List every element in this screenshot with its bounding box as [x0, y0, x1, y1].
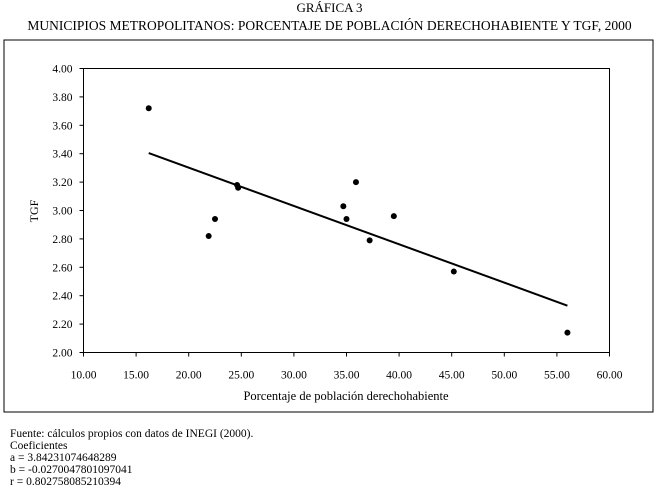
data-point	[366, 237, 373, 244]
y-tick-label: 2.40	[52, 291, 72, 303]
chart-outer-border	[3, 39, 654, 413]
x-axis-ticks: 10.00 15.00 20.00 25.00 30.00 35.00 40.00 45.00…	[71, 352, 623, 382]
x-tick-label: 15.00	[123, 370, 149, 382]
y-axis-label: TGF	[27, 199, 41, 222]
chart-area: 10.00 15.00 20.00 25.00 30.00 35.00 40.00 45.00…	[3, 39, 654, 413]
data-point	[145, 105, 152, 112]
coefficient-a: a = 3.84231074648289	[10, 452, 117, 464]
y-axis-ticks: 2.00 2.20 2.40 2.60 2.80 3.00 3.20 3.40 3.60 3.80…	[52, 64, 84, 360]
data-point	[390, 213, 397, 220]
y-tick-label: 2.60	[52, 262, 72, 274]
data-point	[450, 268, 457, 275]
x-tick-label: 45.00	[439, 370, 465, 382]
y-tick-label: 3.20	[52, 177, 72, 189]
coefficient-r: r = 0.802758085210394	[10, 476, 121, 488]
y-tick-label: 3.80	[52, 92, 72, 104]
chart-title: MUNICIPIOS METROPOLITANOS: PORCENTAJE DE…	[27, 18, 632, 33]
y-tick-label: 3.40	[52, 149, 72, 161]
x-tick-label: 40.00	[386, 370, 412, 382]
data-point	[205, 233, 212, 240]
data-point	[235, 184, 242, 191]
data-point	[564, 329, 571, 336]
coefficients-heading: Coeficientes	[10, 440, 68, 452]
chart-label: GRÁFICA 3	[296, 0, 363, 15]
data-points	[145, 105, 571, 336]
source-text: Fuente: cálculos propios con datos de IN…	[10, 428, 254, 440]
data-point	[340, 203, 347, 210]
source-notes: Fuente: cálculos propios con datos de IN…	[10, 428, 253, 488]
x-tick-label: 30.00	[281, 370, 307, 382]
y-tick-label: 3.60	[52, 120, 72, 132]
x-tick-label: 10.00	[71, 370, 97, 382]
y-tick-label: 4.00	[52, 64, 72, 76]
x-tick-label: 50.00	[491, 370, 517, 382]
plot-frame	[83, 68, 610, 353]
x-tick-label: 35.00	[334, 370, 360, 382]
x-axis-label: Porcentaje de población derechohabiente	[243, 389, 449, 403]
y-tick-label: 2.20	[52, 319, 72, 331]
x-tick-label: 20.00	[176, 370, 202, 382]
data-point	[343, 216, 350, 223]
data-point	[352, 179, 359, 186]
data-point	[212, 216, 218, 223]
coefficient-b: b = -0.0270047801097041	[10, 464, 133, 476]
y-tick-label: 2.80	[52, 234, 72, 246]
x-tick-label: 55.00	[544, 370, 570, 382]
y-tick-label: 2.00	[52, 348, 72, 360]
y-tick-label: 3.00	[52, 206, 72, 218]
trendline-group	[148, 152, 568, 307]
trendline	[148, 152, 568, 307]
x-tick-label: 25.00	[228, 370, 254, 382]
x-tick-label: 60.00	[597, 370, 623, 382]
